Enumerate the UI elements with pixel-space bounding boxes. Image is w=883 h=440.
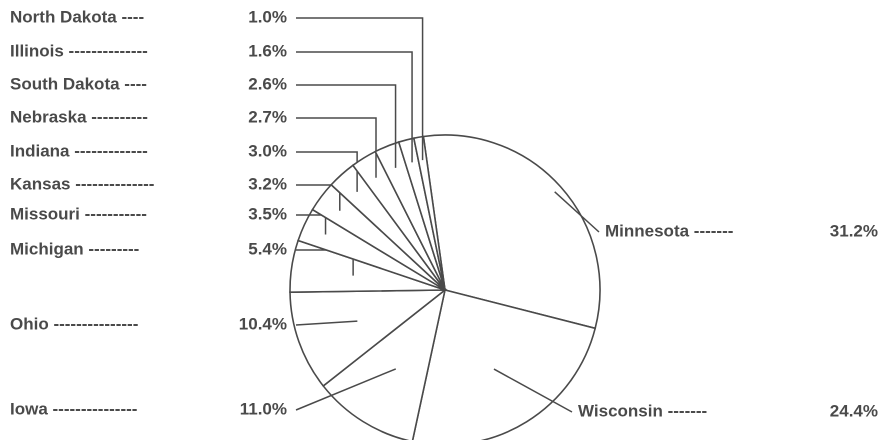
leader-line	[554, 191, 600, 233]
category-label: South Dakota ----	[10, 74, 147, 93]
category-label: Ohio ---------------	[10, 314, 138, 333]
leader-line	[296, 51, 413, 163]
value-label: 1.0%	[248, 7, 287, 26]
pie-slice	[412, 135, 446, 291]
leader-line	[295, 368, 397, 411]
value-label: 3.5%	[248, 204, 287, 223]
leader-line	[493, 368, 573, 413]
leader-line	[296, 17, 424, 161]
category-label: Illinois --------------	[10, 41, 148, 60]
value-label: 3.0%	[248, 141, 287, 160]
category-label: Missouri -----------	[10, 204, 147, 223]
value-label: 24.4%	[830, 401, 878, 420]
value-label: 3.2%	[248, 174, 287, 193]
value-label: 2.7%	[248, 107, 287, 126]
leader-line	[296, 151, 358, 192]
pie-slice	[422, 134, 601, 330]
leader-line	[296, 117, 377, 178]
category-label: Wisconsin -------	[578, 401, 707, 420]
category-label: Iowa ---------------	[10, 399, 137, 418]
value-label: 10.4%	[239, 314, 287, 333]
leader-line	[296, 84, 397, 168]
value-label: 5.4%	[248, 239, 287, 258]
value-label: 11.0%	[240, 399, 287, 418]
value-label: 31.2%	[830, 221, 878, 240]
category-label: Michigan ---------	[10, 239, 139, 258]
category-label: Nebraska ----------	[10, 107, 148, 126]
category-label: Minnesota -------	[605, 221, 733, 240]
value-label: 2.6%	[248, 74, 287, 93]
category-label: North Dakota ----	[10, 7, 144, 26]
pie-slice	[411, 289, 597, 440]
pie-slice	[289, 289, 448, 388]
leader-line	[295, 320, 358, 326]
pie-slice	[322, 287, 447, 440]
category-label: Indiana -------------	[10, 141, 148, 160]
category-label: Kansas --------------	[10, 174, 154, 193]
value-label: 1.6%	[248, 41, 287, 60]
